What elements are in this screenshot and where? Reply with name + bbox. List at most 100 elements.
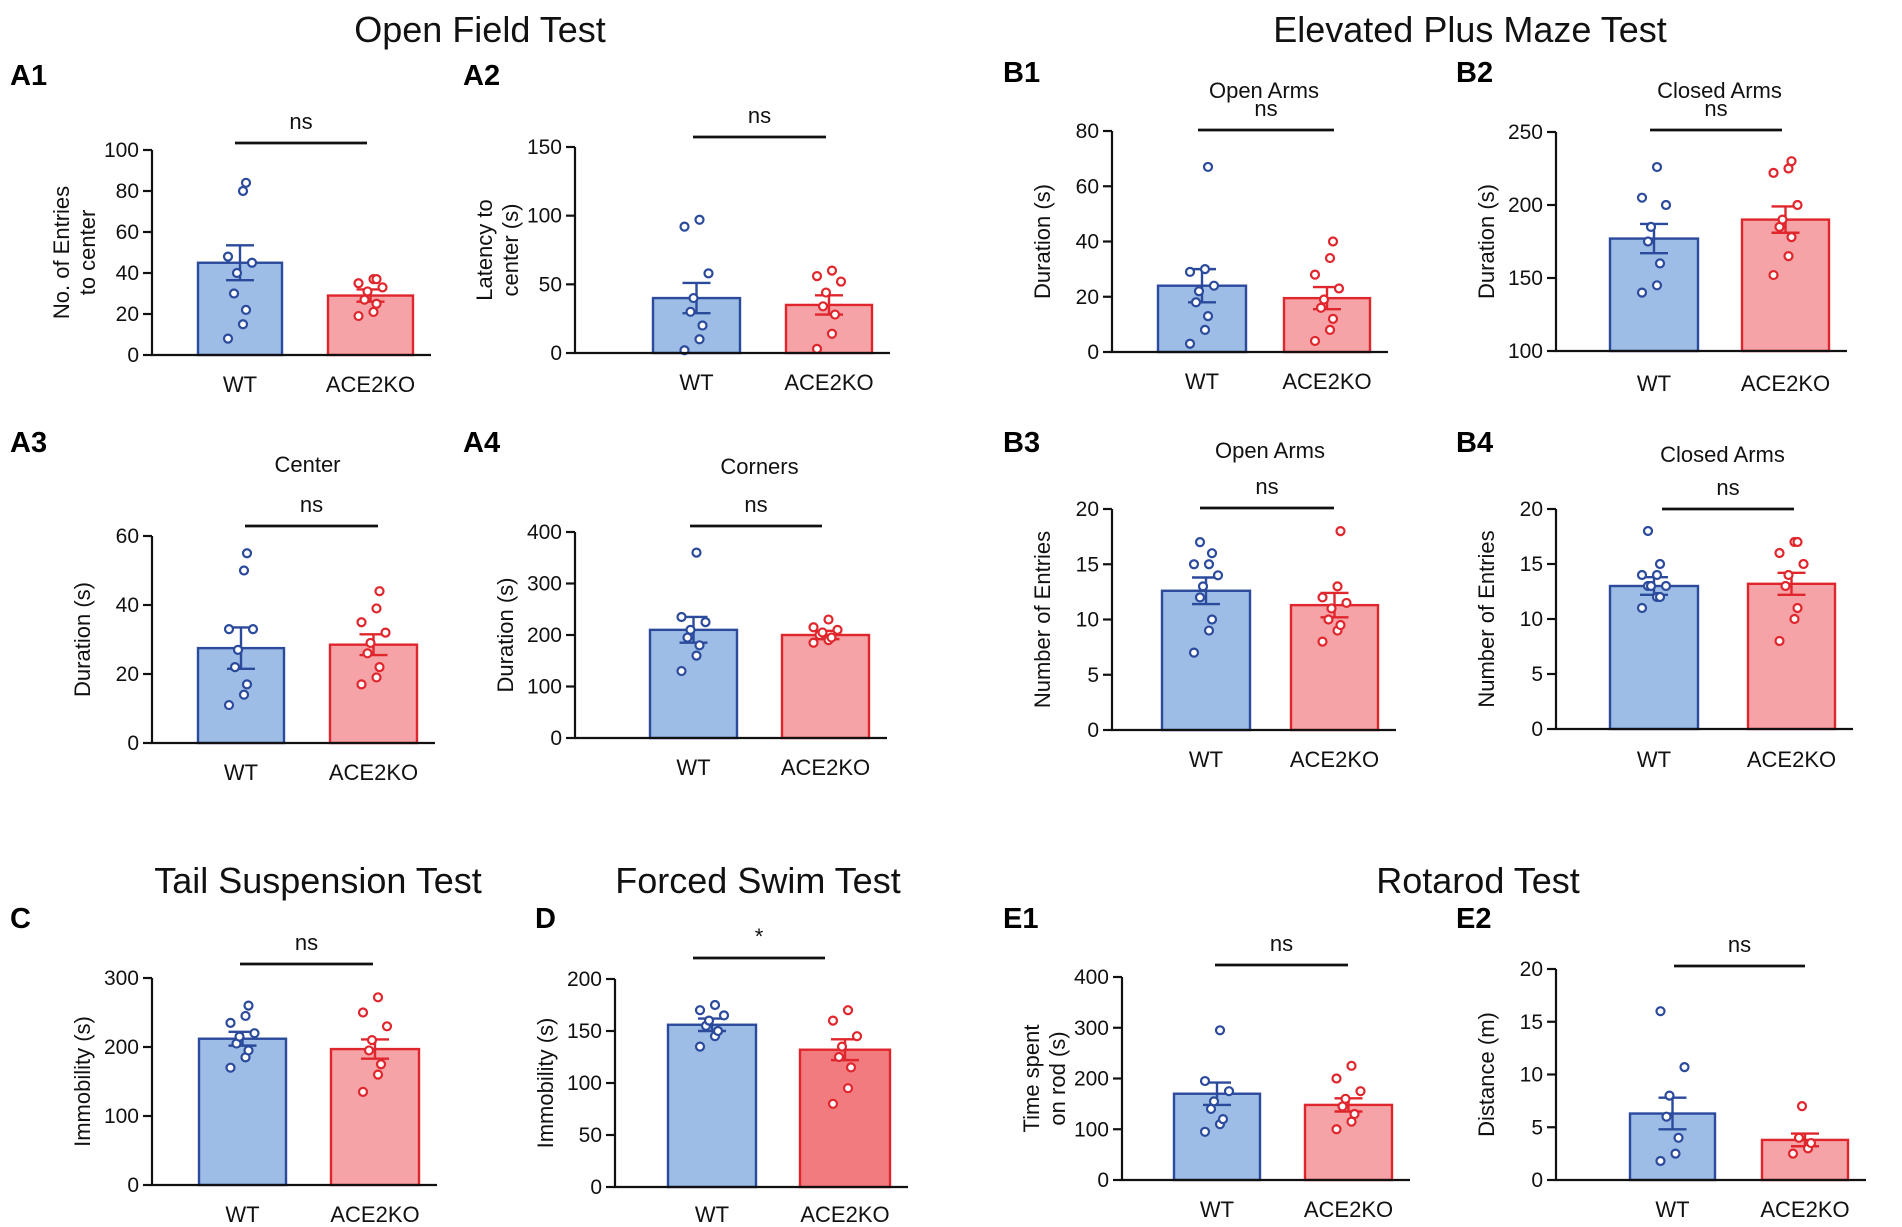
point-wt [676, 665, 687, 677]
y-axis-label: No. of Entries [49, 186, 74, 319]
point-wt [1188, 647, 1200, 658]
panel-subtitle: Corners [720, 454, 798, 479]
point-wt [691, 650, 702, 661]
point-wt [703, 268, 714, 279]
point-ko [1317, 636, 1328, 647]
point-wt [1651, 161, 1663, 173]
category-label: ACE2KO [1290, 747, 1379, 772]
point-ko [1349, 1108, 1360, 1120]
point-ko [1309, 335, 1321, 347]
point-wt [222, 251, 234, 262]
point-wt [694, 640, 705, 651]
point-wt [241, 679, 253, 690]
point-ko [374, 661, 385, 673]
point-ko [1324, 324, 1336, 335]
y-tick-label: 0 [127, 344, 139, 367]
y-tick-label: 10 [1076, 609, 1099, 632]
y-tick-label: 15 [1520, 553, 1543, 576]
y-tick-label: 400 [527, 521, 562, 544]
point-wt [1655, 1006, 1666, 1017]
category-label: ACE2KO [800, 1202, 889, 1227]
point-wt [1636, 287, 1648, 298]
point-ko [811, 343, 823, 354]
point-ko [1355, 1086, 1366, 1097]
point-ko [1774, 547, 1785, 559]
point-wt [694, 1041, 706, 1052]
point-wt [694, 1005, 706, 1016]
epm-title: Elevated Plus Maze Test [1273, 9, 1667, 50]
point-wt [223, 624, 235, 635]
y-tick-label: 20 [1520, 958, 1543, 981]
panel-letter: D [535, 903, 556, 935]
panel-e1: E1 0 100 200 300 400 Time spent on rod (s) WT ACE… [1003, 903, 1410, 1222]
point-ko [371, 274, 382, 285]
point-wt [709, 999, 721, 1011]
y-tick-label: 10 [1520, 1064, 1543, 1087]
point-ko [371, 603, 382, 614]
point-wt [1190, 297, 1202, 308]
point-ko [827, 1015, 839, 1026]
significance-label: ns [744, 492, 767, 517]
point-wt [1194, 592, 1206, 603]
category-label: WT [676, 755, 710, 780]
point-ko [366, 1034, 378, 1046]
y-tick-label: 100 [1508, 340, 1543, 363]
point-wt [1199, 324, 1211, 335]
category-label: ACE2KO [330, 1202, 419, 1227]
point-ko [1327, 236, 1339, 247]
y-tick-label: 300 [1074, 1017, 1109, 1040]
y-tick-label: 0 [127, 1174, 139, 1197]
significance-label: ns [1254, 96, 1277, 121]
point-wt [225, 1062, 236, 1073]
y-axis-label: Duration (s) [70, 582, 95, 697]
point-ko [1340, 1093, 1351, 1104]
point-wt [228, 288, 240, 299]
significance-label: ns [1270, 931, 1293, 956]
point-wt [1679, 1062, 1690, 1073]
bar-ko [1303, 1103, 1394, 1182]
point-ko [1323, 614, 1334, 625]
point-wt [240, 177, 252, 188]
category-label: ACE2KO [781, 755, 870, 780]
point-ko [827, 1098, 839, 1109]
y-tick-label: 100 [1074, 1118, 1109, 1141]
point-wt [1670, 1148, 1681, 1159]
swim-title: Forced Swim Test [615, 860, 900, 901]
panel-subtitle: Open Arms [1209, 78, 1319, 103]
point-wt [718, 1010, 730, 1021]
point-ko [808, 637, 819, 648]
point-ko [823, 614, 834, 625]
category-label: ACE2KO [1747, 747, 1836, 772]
point-ko [826, 632, 837, 643]
point-wt [1188, 559, 1200, 570]
category-label: WT [223, 372, 257, 397]
point-ko [363, 1045, 375, 1056]
point-wt [243, 1045, 254, 1056]
bar-wt [1160, 589, 1252, 732]
y-tick-label: 40 [116, 262, 139, 285]
y-tick-label: 5 [1087, 664, 1099, 687]
panel-a3: A3 Center 0 20 40 60 Duration (s) WT ACE2KO ns [10, 427, 435, 785]
point-ko [1793, 1132, 1805, 1143]
point-ko [1789, 613, 1800, 625]
y-axis-label: on rod (s) [1045, 1031, 1070, 1125]
panel-b4: B4 Closed Arms 0 5 10 15 20 Number of Entries WT… [1456, 427, 1853, 772]
panel-a2: A2 0 50 100 150 Latency to center (s) WT ACE2KO n… [463, 60, 890, 395]
point-wt [1661, 1111, 1672, 1122]
point-ko [820, 287, 832, 298]
y-tick-label: 0 [1097, 1169, 1109, 1192]
y-axis-label: Immobility (s) [70, 1016, 95, 1147]
point-ko [817, 301, 829, 312]
point-wt [1208, 280, 1220, 291]
y-tick-label: 100 [527, 676, 562, 699]
point-wt [241, 548, 253, 559]
significance-label: ns [289, 109, 312, 134]
panel-subtitle: Closed Arms [1657, 78, 1782, 103]
point-ko [1331, 1073, 1342, 1084]
category-label: ACE2KO [1741, 371, 1830, 396]
point-wt [1654, 558, 1666, 570]
y-tick-label: 50 [539, 273, 562, 296]
category-label: ACE2KO [1760, 1197, 1849, 1222]
point-ko [1777, 214, 1788, 225]
point-wt [1655, 1155, 1666, 1167]
